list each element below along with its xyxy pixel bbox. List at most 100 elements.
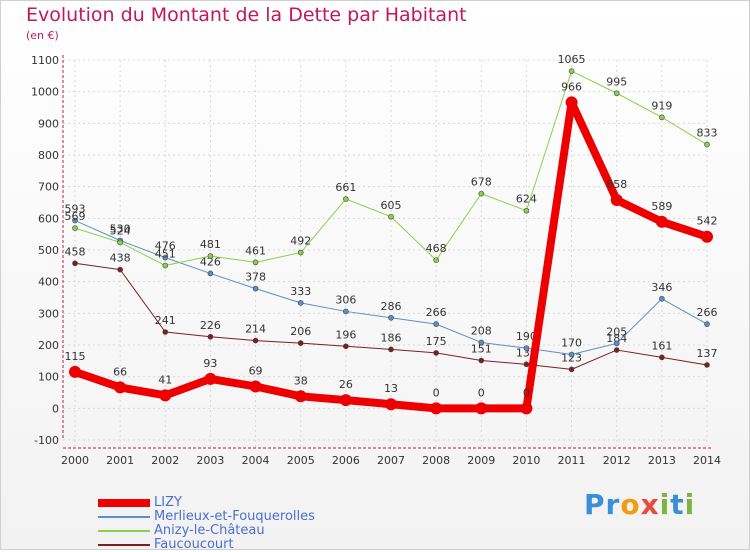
x-tick-label: 2008 (422, 454, 450, 467)
x-tick-label: 2005 (287, 454, 315, 467)
data-point-merlieux-et-fouquerolles (568, 351, 575, 358)
data-label-lizy: 115 (65, 350, 86, 363)
data-point-anizy-le-chateau (207, 253, 214, 259)
data-point-merlieux-et-fouquerolles (388, 314, 394, 321)
data-label-anizy-le-chateau: 1065 (558, 53, 586, 66)
data-label-lizy: 26 (339, 378, 353, 391)
y-tick-label: 300 (38, 307, 59, 320)
logo-letter: i (659, 488, 671, 521)
data-point-faucoucourt (117, 266, 123, 273)
data-point-anizy-le-chateau (343, 196, 349, 202)
data-label-merlieux-et-fouquerolles: 530 (110, 223, 131, 236)
data-label-faucoucourt: 226 (200, 319, 221, 332)
data-label-faucoucourt: 137 (697, 347, 718, 360)
chart-title: Evolution du Montant de la Dette par Hab… (26, 4, 467, 26)
data-point-merlieux-et-fouquerolles (162, 254, 169, 261)
y-tick-label: 500 (38, 244, 59, 257)
data-point-lizy (565, 96, 578, 109)
data-label-merlieux-et-fouquerolles: 266 (697, 306, 718, 319)
data-label-faucoucourt: 175 (426, 335, 447, 348)
data-point-merlieux-et-fouquerolles (297, 300, 304, 306)
data-label-faucoucourt: 214 (245, 323, 266, 336)
data-point-merlieux-et-fouquerolles (343, 308, 349, 315)
data-label-merlieux-et-fouquerolles: 333 (290, 285, 311, 298)
data-point-anizy-le-chateau (568, 68, 575, 74)
data-point-faucoucourt (162, 329, 169, 335)
data-label-lizy: 69 (249, 364, 263, 377)
data-point-faucoucourt (388, 346, 394, 353)
data-label-merlieux-et-fouquerolles: 346 (651, 281, 672, 294)
data-point-merlieux-et-fouquerolles (704, 321, 710, 327)
data-point-lizy (610, 193, 623, 206)
data-label-anizy-le-chateau: 481 (200, 238, 221, 251)
data-point-faucoucourt (568, 366, 575, 373)
y-tick-label: 1100 (31, 54, 59, 67)
x-tick-label: 2002 (151, 454, 179, 467)
y-tick-label: 900 (38, 117, 59, 130)
data-label-lizy: 542 (697, 215, 718, 228)
legend-swatch (98, 544, 150, 546)
data-point-lizy (204, 372, 217, 385)
legend-label: Faucoucourt (154, 537, 234, 552)
y-tick-label: 100 (38, 371, 59, 384)
logo-letter: x (640, 488, 660, 521)
data-point-anizy-le-chateau (252, 259, 259, 266)
x-tick-label: 2012 (603, 454, 631, 467)
data-label-faucoucourt: 241 (155, 314, 176, 327)
x-tick-label: 2011 (558, 454, 586, 467)
data-point-anizy-le-chateau (117, 239, 123, 246)
data-label-anizy-le-chateau: 461 (245, 244, 266, 257)
data-point-faucoucourt (207, 333, 214, 340)
x-tick-label: 2004 (242, 454, 270, 467)
data-label-anizy-le-chateau: 524 (110, 224, 131, 237)
data-point-anizy-le-chateau (523, 207, 530, 214)
data-label-anizy-le-chateau: 605 (381, 199, 402, 212)
logo-letter: P (584, 488, 606, 521)
data-label-anizy-le-chateau: 569 (65, 210, 86, 223)
data-label-faucoucourt: 123 (561, 351, 582, 364)
x-tick-label: 2007 (377, 454, 405, 467)
data-point-merlieux-et-fouquerolles (613, 340, 620, 347)
data-point-faucoucourt (613, 347, 620, 353)
data-point-merlieux-et-fouquerolles (523, 345, 530, 351)
data-label-merlieux-et-fouquerolles: 266 (426, 306, 447, 319)
data-point-merlieux-et-fouquerolles (659, 295, 665, 302)
data-label-merlieux-et-fouquerolles: 426 (200, 255, 221, 268)
chart-subtitle: (en €) (26, 29, 59, 42)
data-label-faucoucourt: 184 (606, 332, 627, 345)
data-point-lizy (520, 402, 533, 415)
x-tick-label: 2006 (332, 454, 360, 467)
data-label-anizy-le-chateau: 624 (516, 193, 537, 206)
legend-label: Merlieux-et-Fouquerolles (154, 509, 315, 524)
x-tick-label: 2003 (196, 454, 224, 467)
data-label-merlieux-et-fouquerolles: 476 (155, 240, 176, 253)
logo-letter: o (620, 488, 641, 521)
data-point-faucoucourt (252, 337, 259, 344)
data-point-merlieux-et-fouquerolles (433, 321, 439, 327)
data-point-merlieux-et-fouquerolles (72, 217, 78, 224)
data-label-lizy: 0 (523, 386, 530, 399)
data-label-anizy-le-chateau: 661 (335, 181, 356, 194)
data-point-faucoucourt (343, 343, 349, 350)
logo-letter: i (684, 488, 696, 521)
legend-swatch (98, 530, 150, 532)
data-label-lizy: 93 (203, 357, 217, 370)
data-label-faucoucourt: 206 (290, 325, 311, 338)
data-point-lizy (701, 230, 713, 243)
data-label-anizy-le-chateau: 919 (651, 99, 672, 112)
data-label-faucoucourt: 186 (381, 331, 402, 344)
data-point-lizy (385, 398, 397, 411)
data-point-anizy-le-chateau (704, 141, 710, 148)
data-point-anizy-le-chateau (659, 114, 665, 121)
data-point-merlieux-et-fouquerolles (207, 270, 214, 277)
data-label-lizy: 38 (294, 374, 308, 387)
data-label-lizy: 589 (651, 200, 672, 213)
legend-swatch (98, 516, 150, 518)
data-point-anizy-le-chateau (433, 257, 439, 263)
logo-letter: r (605, 488, 621, 521)
data-point-anizy-le-chateau (388, 213, 394, 220)
data-point-lizy (69, 365, 81, 378)
data-point-faucoucourt (72, 260, 78, 267)
data-label-lizy: 0 (433, 386, 440, 399)
data-point-lizy (475, 402, 488, 415)
